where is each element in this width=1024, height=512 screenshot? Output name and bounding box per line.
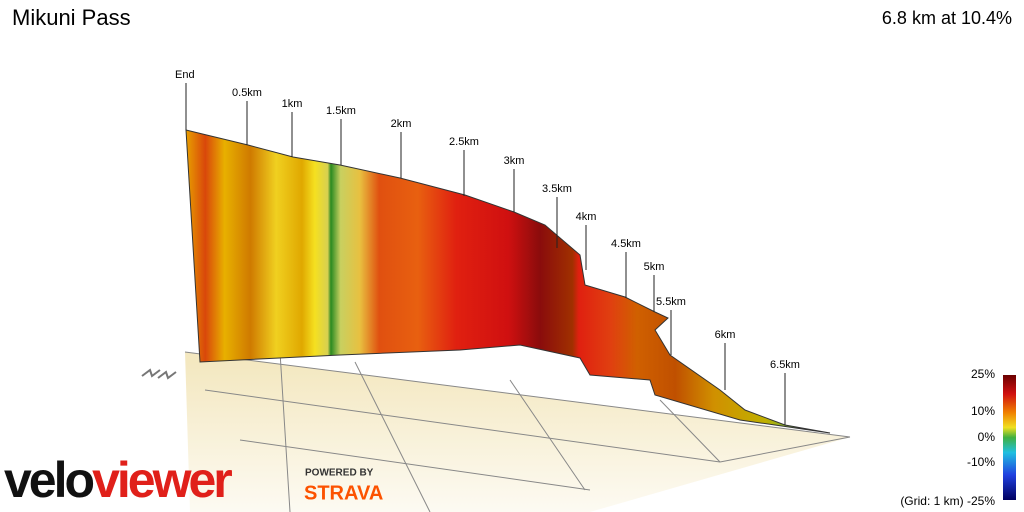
powered-by: POWERED BY [305, 468, 374, 479]
legend-label: 0% [978, 430, 996, 444]
marker-label: End [175, 69, 195, 81]
marker-label: 5km [644, 261, 665, 273]
legend-label: 10% [971, 404, 995, 418]
marker-label: 6.5km [770, 359, 800, 371]
marker-label: 6km [715, 329, 736, 341]
partner-logo: STRAVA [304, 482, 383, 504]
marker-label: 1.5km [326, 105, 356, 117]
marker-label: 4km [576, 211, 597, 223]
north-arrow [141, 368, 177, 380]
floor-grid [184, 351, 851, 512]
title: Mikuni Pass [12, 5, 131, 30]
marker-label: 4.5km [611, 238, 641, 250]
marker-label: 3.5km [542, 183, 572, 195]
marker-label: 3km [504, 155, 525, 167]
marker-label: 1km [282, 98, 303, 110]
logo: veloviewer [4, 452, 232, 508]
marker-label: 2km [391, 118, 412, 130]
summary: 6.8 km at 10.4% [882, 8, 1012, 28]
legend-label: (Grid: 1 km) -25% [900, 494, 995, 508]
gradient-scale [1003, 375, 1016, 500]
legend-label: -10% [967, 455, 995, 469]
profile-wall [185, 129, 831, 434]
marker-label: 0.5km [232, 87, 262, 99]
legend-label: 25% [971, 367, 995, 381]
marker-label: 2.5km [449, 136, 479, 148]
marker-label: 5.5km [656, 296, 686, 308]
